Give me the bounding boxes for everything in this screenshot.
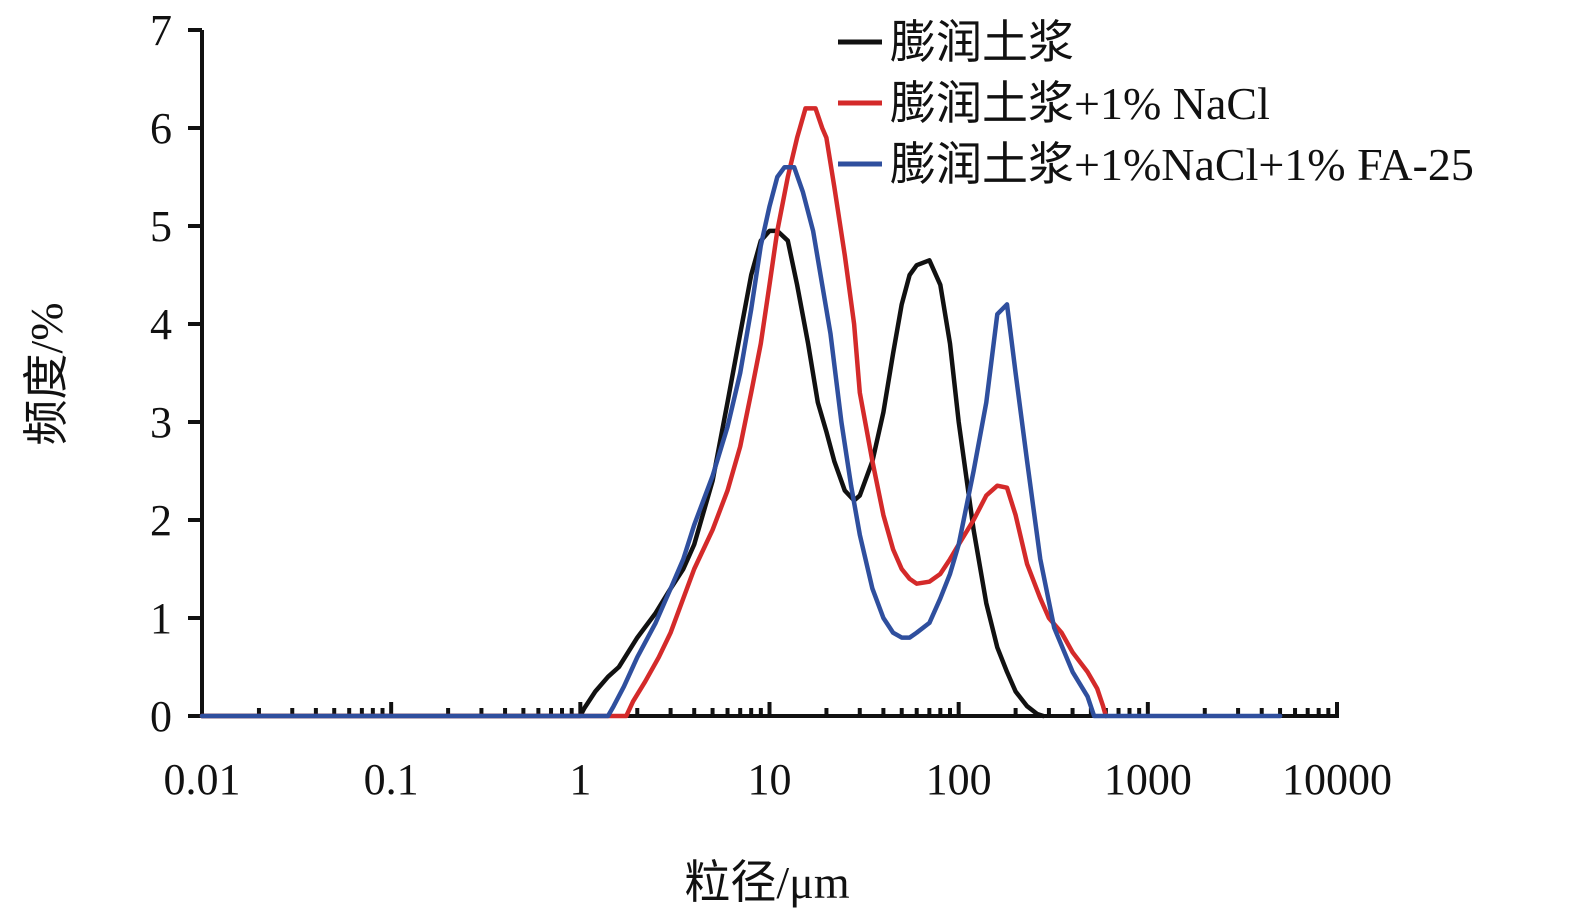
y-tick-label: 7 [150,6,172,55]
y-tick-label: 3 [150,398,172,447]
x-tick-label: 10000 [1282,755,1392,804]
x-tick-label: 1000 [1104,755,1192,804]
series-line-1 [199,228,1046,719]
axes: 0 1 2 3 4 5 6 7 0.01 0.1 1 10 100 1000 10000 [150,6,1392,804]
x-tick-label: 0.1 [364,755,419,804]
legend-label-2: 膨润土浆+1% NaCl [890,78,1270,129]
y-tick-label: 5 [150,202,172,251]
y-axis-title-group: 频度/% [21,302,72,445]
y-tick-label: 1 [150,594,172,643]
y-axis-title: 频度/% [21,302,72,445]
y-tick-label: 6 [150,104,172,153]
y-tick-label: 2 [150,496,172,545]
series-line-3 [199,164,1283,719]
legend-label-3: 膨润土浆+1%NaCl+1% FA-25 [890,139,1474,190]
y-tick-label: 0 [150,692,172,741]
series-layer [199,106,1283,719]
x-tick-label: 100 [926,755,992,804]
x-tick-label: 1 [569,755,591,804]
legend-label-1: 膨润土浆 [890,17,1074,68]
y-tick-label: 4 [150,300,172,349]
x-tick-label: 0.01 [164,755,241,804]
x-tick-label: 10 [748,755,792,804]
x-axis-title: 粒径/μm [684,857,849,908]
series-line-2 [199,106,1109,719]
